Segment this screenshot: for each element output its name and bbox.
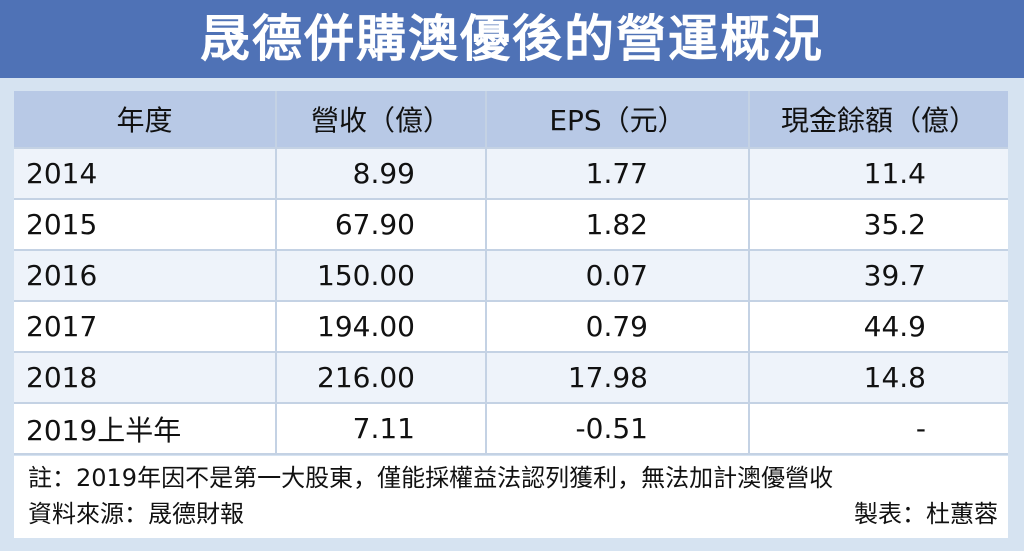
table-row: 2019上半年 7.11 -0.51 - (14, 404, 1008, 455)
operations-table: 年度 營收（億） EPS（元） 現金餘額（億） 2014 8.99 1.77 1… (14, 91, 1008, 455)
cell-cash: 39.7 (750, 251, 1008, 302)
column-header-eps: EPS（元） (487, 91, 750, 149)
cell-cash: 11.4 (750, 149, 1008, 200)
table-maker: 製表：杜蕙蓉 (854, 500, 998, 528)
cell-eps: 17.98 (487, 353, 750, 404)
cell-year: 2014 (14, 149, 277, 200)
cell-eps: 0.79 (487, 302, 750, 353)
column-header-revenue: 營收（億） (277, 91, 487, 149)
cell-year: 2016 (14, 251, 277, 302)
title-bar: 晟德併購澳優後的營運概況 (0, 0, 1024, 78)
source-row: 資料來源：晟德財報 製表：杜蕙蓉 (28, 496, 998, 532)
data-table-container: 年度 營收（億） EPS（元） 現金餘額（億） 2014 8.99 1.77 1… (14, 91, 1008, 455)
cell-eps: 0.07 (487, 251, 750, 302)
cell-revenue: 7.11 (277, 404, 487, 455)
cell-revenue: 194.00 (277, 302, 487, 353)
cell-revenue: 150.00 (277, 251, 487, 302)
cell-cash: 35.2 (750, 200, 1008, 251)
cell-eps: 1.82 (487, 200, 750, 251)
cell-cash: 14.8 (750, 353, 1008, 404)
table-row: 2014 8.99 1.77 11.4 (14, 149, 1008, 200)
table-row: 2016 150.00 0.07 39.7 (14, 251, 1008, 302)
cell-year: 2015 (14, 200, 277, 251)
footnote: 註：2019年因不是第一大股東，僅能採權益法認列獲利，無法加計澳優營收 (28, 464, 834, 492)
notes-box: 註：2019年因不是第一大股東，僅能採權益法認列獲利，無法加計澳優營收 資料來源… (14, 456, 1008, 538)
cell-revenue: 67.90 (277, 200, 487, 251)
cell-revenue: 8.99 (277, 149, 487, 200)
table-row: 2018 216.00 17.98 14.8 (14, 353, 1008, 404)
table-row: 2015 67.90 1.82 35.2 (14, 200, 1008, 251)
data-source: 資料來源：晟德財報 (28, 500, 244, 528)
cell-eps: -0.51 (487, 404, 750, 455)
cell-cash: - (750, 404, 1008, 455)
cell-year: 2018 (14, 353, 277, 404)
cell-revenue: 216.00 (277, 353, 487, 404)
page-title: 晟德併購澳優後的營運概況 (200, 10, 824, 68)
cell-eps: 1.77 (487, 149, 750, 200)
table-header-row: 年度 營收（億） EPS（元） 現金餘額（億） (14, 91, 1008, 149)
cell-cash: 44.9 (750, 302, 1008, 353)
column-header-year: 年度 (14, 91, 277, 149)
cell-year: 2017 (14, 302, 277, 353)
column-header-cash: 現金餘額（億） (750, 91, 1008, 149)
table-row: 2017 194.00 0.79 44.9 (14, 302, 1008, 353)
cell-year: 2019上半年 (14, 404, 277, 455)
